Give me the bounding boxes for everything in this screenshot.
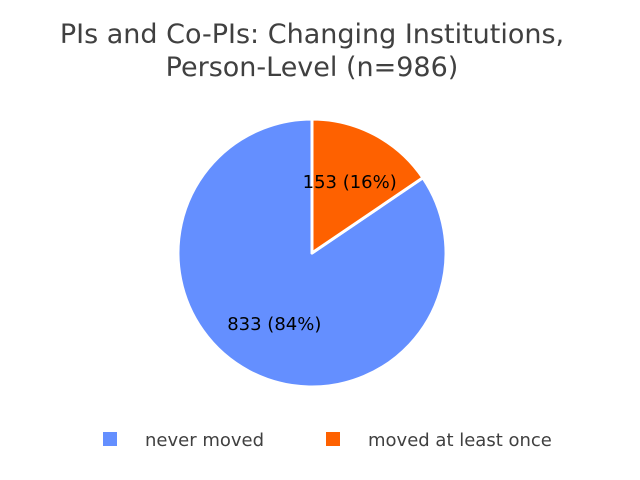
legend-label-never-moved: never moved <box>145 430 264 451</box>
slice-label-never-moved: 833 (84%) <box>227 314 321 335</box>
legend: never moved moved at least once <box>103 430 552 451</box>
chart-title-line-2: Person-Level (n=986) <box>166 52 459 83</box>
legend-swatch-never-moved <box>103 432 117 446</box>
legend-swatch-moved-at-least-once <box>326 432 340 446</box>
legend-label-moved-at-least-once: moved at least once <box>368 430 552 451</box>
slice-label-moved-at-least-once: 153 (16%) <box>303 172 397 193</box>
pie-slice-moved-at-least-once <box>310 117 425 255</box>
pie-slices <box>176 117 448 389</box>
chart-title-line-1: PIs and Co-PIs: Changing Institutions, <box>60 19 564 50</box>
slice-labels: 833 (84%) 153 (16%) <box>227 172 397 335</box>
